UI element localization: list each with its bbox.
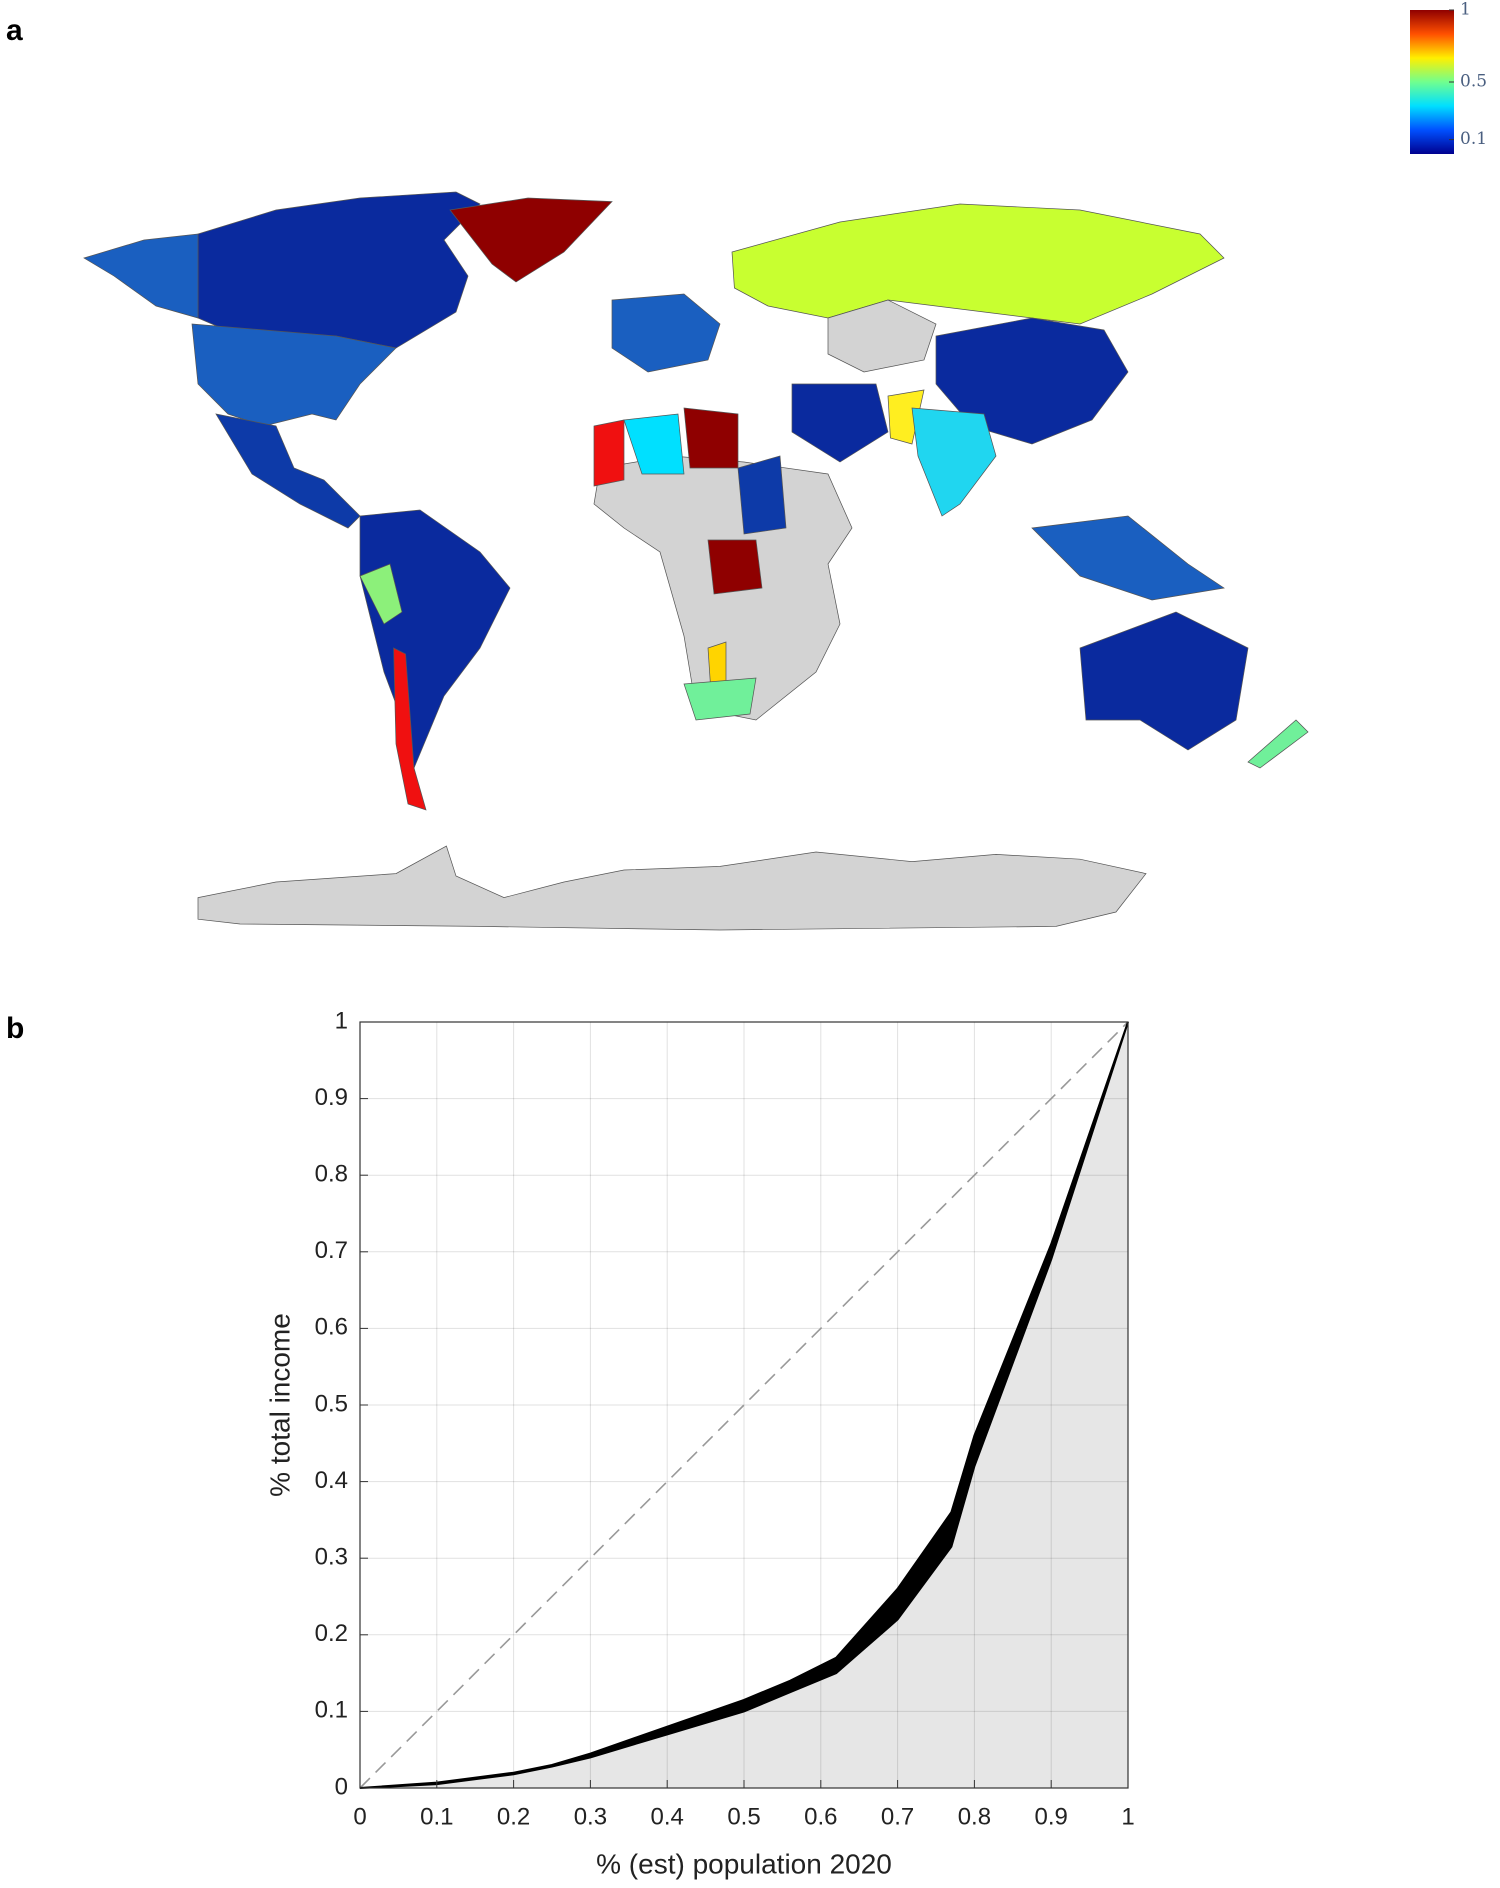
y-tick-label: 0.5 [315, 1390, 348, 1417]
colorbar-tick-label: 0.5 [1460, 72, 1487, 92]
x-tick-label: 0 [353, 1803, 366, 1830]
equality-line [359, 1021, 1129, 1789]
x-tick-label: 0.6 [804, 1803, 837, 1830]
y-tick-label: 0.4 [315, 1467, 348, 1494]
y-tick-label: 0.6 [315, 1314, 348, 1341]
y-tick-label: 0.8 [315, 1161, 348, 1188]
y-tick-label: 0 [335, 1773, 348, 1800]
area-under-curve [360, 1022, 1128, 1788]
x-tick-label: 0.9 [1035, 1803, 1068, 1830]
colorbar-tick-label: 0.1 [1460, 129, 1487, 149]
colorbar-tick-label: 1 [1460, 0, 1471, 20]
x-tick-label: 0.4 [651, 1803, 684, 1830]
colorbar [1410, 10, 1454, 154]
panel-label: b [6, 1012, 24, 1045]
y-tick-label: 1 [335, 1007, 348, 1034]
y-tick-label: 0.1 [315, 1697, 348, 1724]
world-map [83, 191, 1309, 931]
x-tick-label: 0.5 [727, 1803, 760, 1830]
panel-label: a [6, 14, 23, 47]
x-tick-label: 0.8 [958, 1803, 991, 1830]
y-tick-label: 0.7 [315, 1237, 348, 1264]
x-tick-label: 1 [1121, 1803, 1134, 1830]
x-tick-label: 0.7 [881, 1803, 914, 1830]
y-tick-label: 0.3 [315, 1544, 348, 1571]
y-tick-label: 0.9 [315, 1084, 348, 1111]
x-tick-label: 0.1 [420, 1803, 453, 1830]
x-tick-label: 0.2 [497, 1803, 530, 1830]
x-axis-label: % (est) population 2020 [596, 1848, 892, 1879]
y-axis-label: % total income [264, 1313, 295, 1497]
y-tick-label: 0.2 [315, 1620, 348, 1647]
x-tick-label: 0.3 [574, 1803, 607, 1830]
